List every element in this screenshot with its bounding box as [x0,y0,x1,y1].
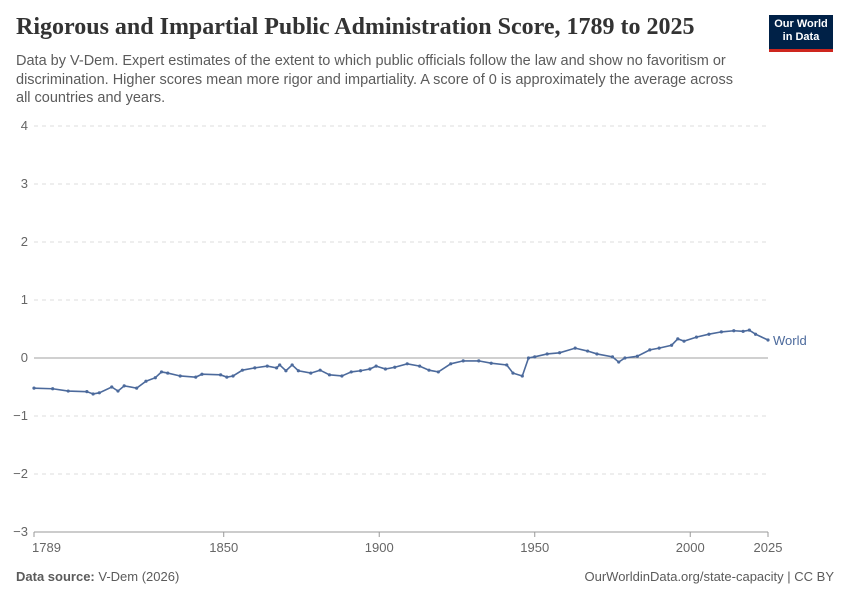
data-point [393,365,397,369]
data-point [558,351,562,355]
source-label: Data source: [16,569,95,584]
data-point [374,364,378,368]
data-point [358,369,363,373]
data-point [694,335,699,339]
data-point [461,359,465,363]
data-point [436,370,440,374]
data-point [278,363,282,367]
data-point [676,337,680,341]
data-point [349,370,353,374]
source-link[interactable]: V-Dem (2026) [98,569,180,584]
data-point [85,390,89,394]
data-point [511,371,515,375]
data-point [719,330,723,334]
data-point [231,374,235,378]
data-point [753,332,758,336]
data-point [122,384,126,388]
data-point [327,373,332,377]
y-tick-label: 1 [21,292,28,307]
data-point [219,373,223,377]
data-point [290,363,294,367]
data-point [707,332,711,336]
data-point [427,368,431,372]
data-point [648,348,652,352]
data-point [296,369,300,373]
data-point [573,346,577,350]
data-point [533,355,537,359]
y-tick-label: 2 [21,234,28,249]
data-point [200,372,204,376]
chart-title: Rigorous and Impartial Public Administra… [16,14,695,40]
data-point [418,364,422,368]
data-point [586,349,590,353]
y-tick-label: −3 [13,524,28,539]
data-point [747,328,751,332]
data-point [66,389,70,393]
data-point [526,356,531,360]
data-point [477,359,481,363]
x-tick-label: 1900 [365,540,394,555]
x-tick-label: 1789 [32,540,61,555]
series-label: World [773,333,807,348]
data-point [610,355,615,359]
x-tick-label: 1850 [209,540,238,555]
data-point [159,370,164,374]
chart-subtitle: Data by V-Dem. Expert estimates of the e… [16,53,733,106]
data-point [489,361,493,365]
data-point [520,374,524,378]
data-point [635,354,639,358]
y-tick-label: 0 [21,350,28,365]
data-point [225,375,229,379]
data-point [617,360,621,364]
data-point [144,379,148,383]
data-point [623,356,627,360]
x-tick-label: 2000 [676,540,705,555]
data-point [657,346,661,350]
data-point [766,338,770,342]
data-point [51,387,55,391]
data-point [505,363,509,367]
data-point [383,367,388,371]
data-point [178,374,182,378]
data-point [595,352,599,356]
data-point [265,364,269,368]
data-point [284,369,288,373]
data-point [274,366,279,370]
owid-logo[interactable]: Our World in Data [769,15,833,52]
data-point [135,386,139,390]
data-point [32,386,36,390]
data-point [405,362,409,366]
data-point [116,389,120,393]
data-point [166,371,170,375]
data-source: Data source: V-Dem (2026) [16,569,179,584]
data-point [194,375,198,379]
data-point [153,376,157,380]
y-tick-label: 4 [21,118,28,133]
data-point [318,368,322,372]
data-point [682,339,686,343]
data-point [240,368,244,372]
series-line-world [33,329,769,395]
data-point [732,329,736,333]
data-point [97,391,101,395]
data-point [368,367,372,371]
y-tick-label: 3 [21,176,28,191]
footer-url[interactable]: OurWorldinData.org/state-capacity | CC B… [584,569,834,584]
y-tick-label: −2 [13,466,28,481]
data-point [309,371,313,375]
data-point [340,374,344,378]
data-point [253,366,257,370]
data-point [669,343,674,347]
data-point [449,362,453,366]
y-tick-label: −1 [13,408,28,423]
x-tick-label: 1950 [520,540,549,555]
data-point [545,352,549,356]
data-point [110,385,114,389]
data-point [741,329,745,333]
x-tick-label: 2025 [754,540,783,555]
data-point [91,392,95,396]
